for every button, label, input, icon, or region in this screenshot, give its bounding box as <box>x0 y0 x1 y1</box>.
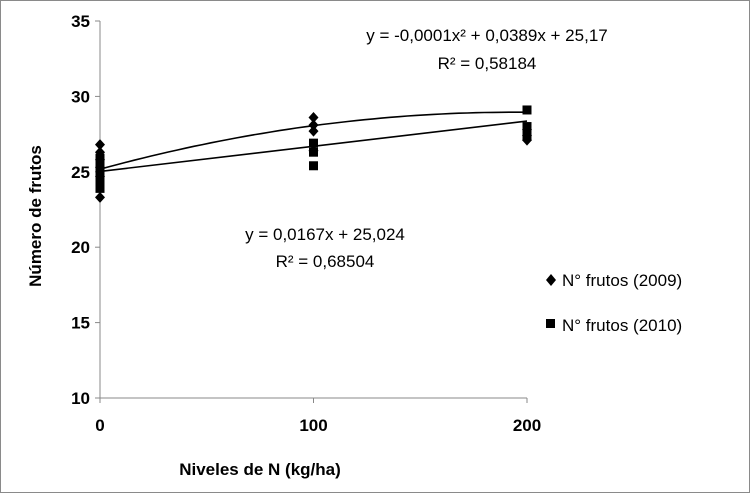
point-2009 <box>308 112 319 124</box>
point-2010 <box>95 165 105 175</box>
point-2010 <box>522 131 532 141</box>
point-2009 <box>95 139 105 151</box>
legend-diamond-marker <box>546 274 556 286</box>
point-2010 <box>522 105 532 115</box>
linear-trend-r2: R² = 0,68504 <box>276 252 375 271</box>
point-2010 <box>95 170 105 180</box>
point-2010 <box>522 122 532 132</box>
point-2010 <box>309 147 318 157</box>
x-tick-label: 200 <box>513 416 541 435</box>
x-tick-label: 100 <box>299 416 327 435</box>
point-2010 <box>309 138 318 148</box>
legend: N° frutos (2009) N° frutos (2010) <box>546 271 682 335</box>
legend-square-marker <box>546 319 555 328</box>
poly-trend-r2: R² = 0,58184 <box>438 54 537 73</box>
x-tick-label: 0 <box>95 416 104 435</box>
y-tick-label: 10 <box>71 389 90 408</box>
point-2010 <box>95 177 105 187</box>
linear-trend-equation: y = 0,0167x + 25,024 <box>245 225 405 244</box>
legend-label-2009: N° frutos (2009) <box>562 271 682 290</box>
poly-trend-equation: y = -0,0001x² + 0,0389x + 25,17 <box>366 26 607 45</box>
legend-label-2010: N° frutos (2010) <box>562 316 682 335</box>
point-2010 <box>522 126 532 136</box>
point-2010 <box>95 158 105 168</box>
point-2010 <box>309 161 318 171</box>
y-tick-label: 15 <box>71 314 90 333</box>
data-points <box>95 105 532 203</box>
point-2009 <box>308 119 319 131</box>
point-2009 <box>95 191 105 203</box>
x-axis-title: Niveles de N (kg/ha) <box>179 460 341 479</box>
point-2010 <box>95 153 105 163</box>
y-tick-label: 25 <box>71 163 90 182</box>
y-tick-label: 20 <box>71 238 90 257</box>
y-tick-label: 30 <box>71 87 90 106</box>
point-2009 <box>308 125 319 137</box>
point-2010 <box>95 183 105 193</box>
y-axis-title: Número de frutos <box>26 145 45 287</box>
y-tick-label: 35 <box>71 12 90 31</box>
axes: 10 15 20 25 30 35 0 100 200 <box>71 12 541 435</box>
